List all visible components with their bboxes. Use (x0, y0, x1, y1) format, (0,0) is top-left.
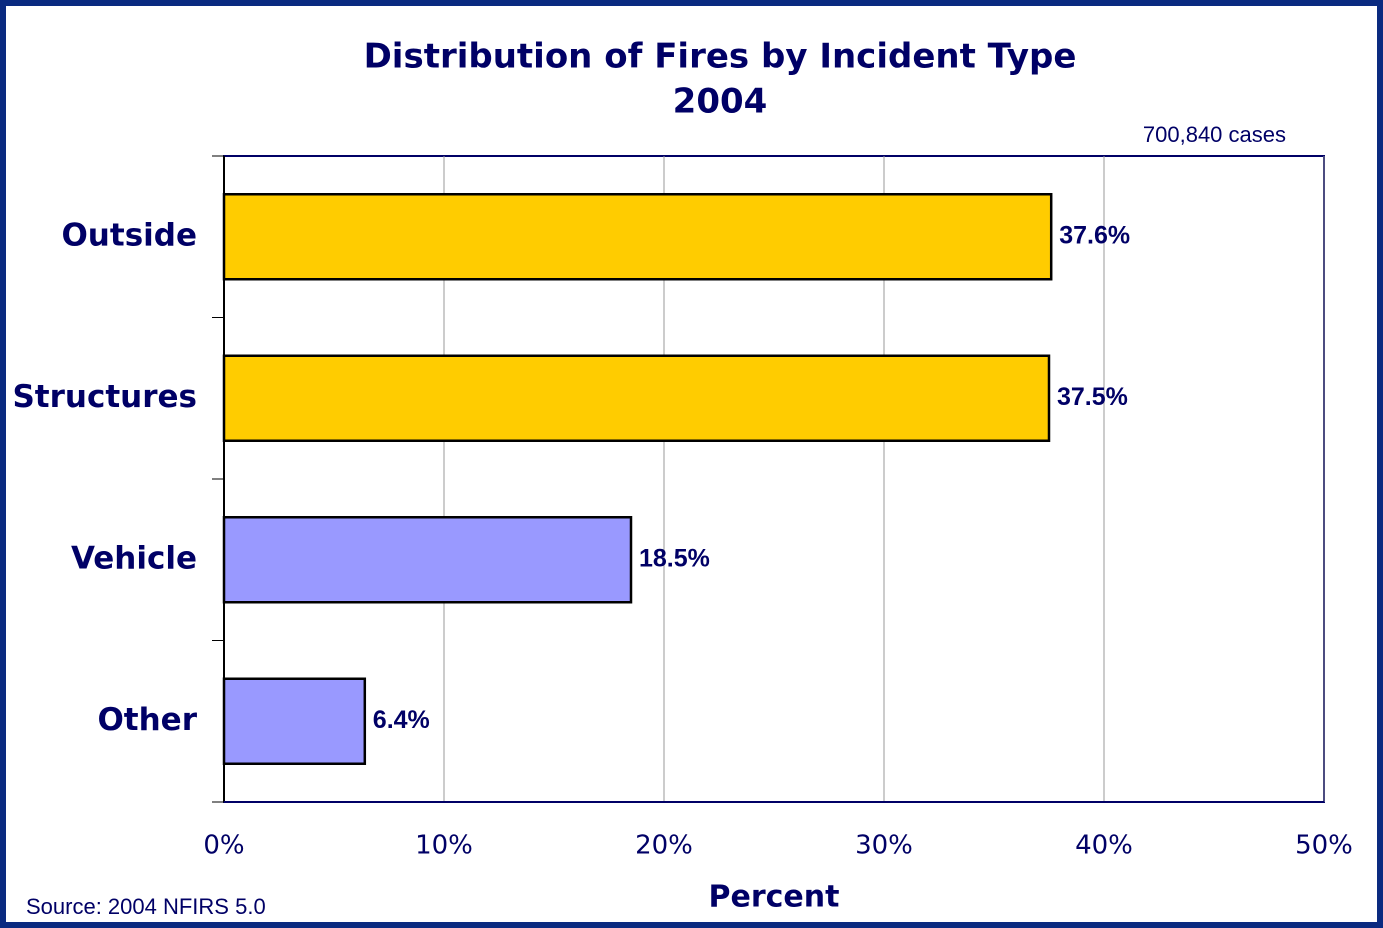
x-tick-label: 0% (203, 831, 244, 861)
bar (222, 677, 367, 765)
x-tick-label: 30% (855, 831, 913, 861)
chart-subtitle: 2004 (673, 82, 768, 122)
bar (222, 354, 1051, 442)
x-axis-label: Percent (709, 880, 840, 915)
x-tick-label: 50% (1295, 831, 1353, 861)
value-label: 6.4% (373, 706, 430, 734)
y-tick-label: Outside (61, 217, 197, 253)
value-label: 18.5% (639, 544, 710, 572)
annotation: 700,840 cases (1143, 122, 1286, 147)
x-tick-label: 20% (635, 831, 693, 861)
bar (222, 193, 1053, 281)
chart-title: Distribution of Fires by Incident Type (364, 37, 1077, 77)
bar (222, 516, 633, 604)
value-label: 37.6% (1059, 221, 1130, 249)
source: Source: 2004 NFIRS 5.0 (26, 894, 266, 919)
x-tick-label: 40% (1075, 831, 1133, 861)
y-tick-label: Vehicle (71, 540, 197, 576)
value-label: 37.5% (1057, 383, 1128, 411)
y-tick-label: Other (97, 702, 197, 738)
y-tick-label: Structures (12, 379, 197, 415)
x-tick-label: 10% (415, 831, 473, 861)
